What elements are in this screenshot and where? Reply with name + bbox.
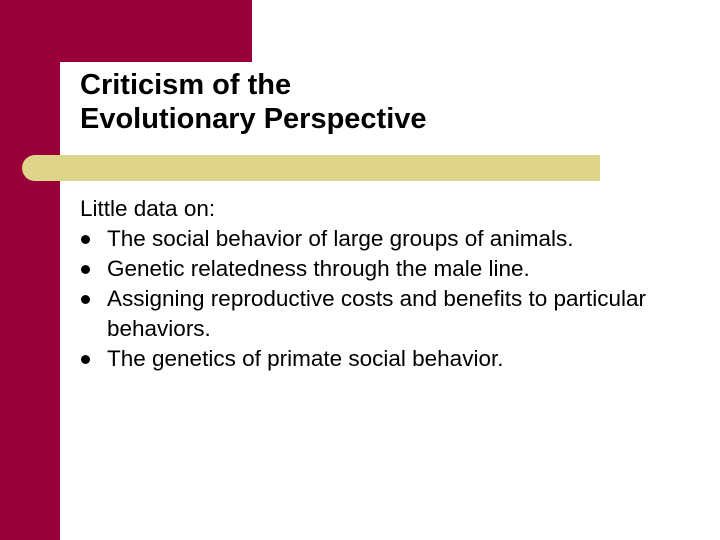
bullet-list: The social behavior of large groups of a… <box>80 224 710 374</box>
intro-text: Little data on: <box>80 196 216 221</box>
title-line-2: Evolutionary Perspective <box>80 103 427 135</box>
left-accent-bar <box>0 0 60 540</box>
content-area <box>60 62 720 540</box>
bullet-dot-icon <box>81 355 90 364</box>
slide-body: Little data on: The social behavior of l… <box>80 194 710 374</box>
bullet-dot-icon <box>81 265 90 274</box>
top-accent-block <box>0 0 252 62</box>
bullet-text: The genetics of primate social behavior. <box>107 346 504 371</box>
title-underline-bar <box>22 155 600 181</box>
bullet-dot-icon <box>81 235 90 244</box>
bullet-item: The social behavior of large groups of a… <box>80 224 710 254</box>
title-line-1: Criticism of the <box>80 69 292 101</box>
bullet-item: Assigning reproductive costs and benefit… <box>80 284 710 344</box>
bullet-text: Assigning reproductive costs and benefit… <box>107 286 647 341</box>
bullet-text: The social behavior of large groups of a… <box>107 226 574 251</box>
bullet-item: Genetic relatedness through the male lin… <box>80 254 710 284</box>
bullet-text: Genetic relatedness through the male lin… <box>107 256 530 281</box>
bullet-dot-icon <box>81 295 90 304</box>
bullet-item: The genetics of primate social behavior. <box>80 344 710 374</box>
slide-title: Criticism of the Evolutionary Perspectiv… <box>80 68 680 136</box>
